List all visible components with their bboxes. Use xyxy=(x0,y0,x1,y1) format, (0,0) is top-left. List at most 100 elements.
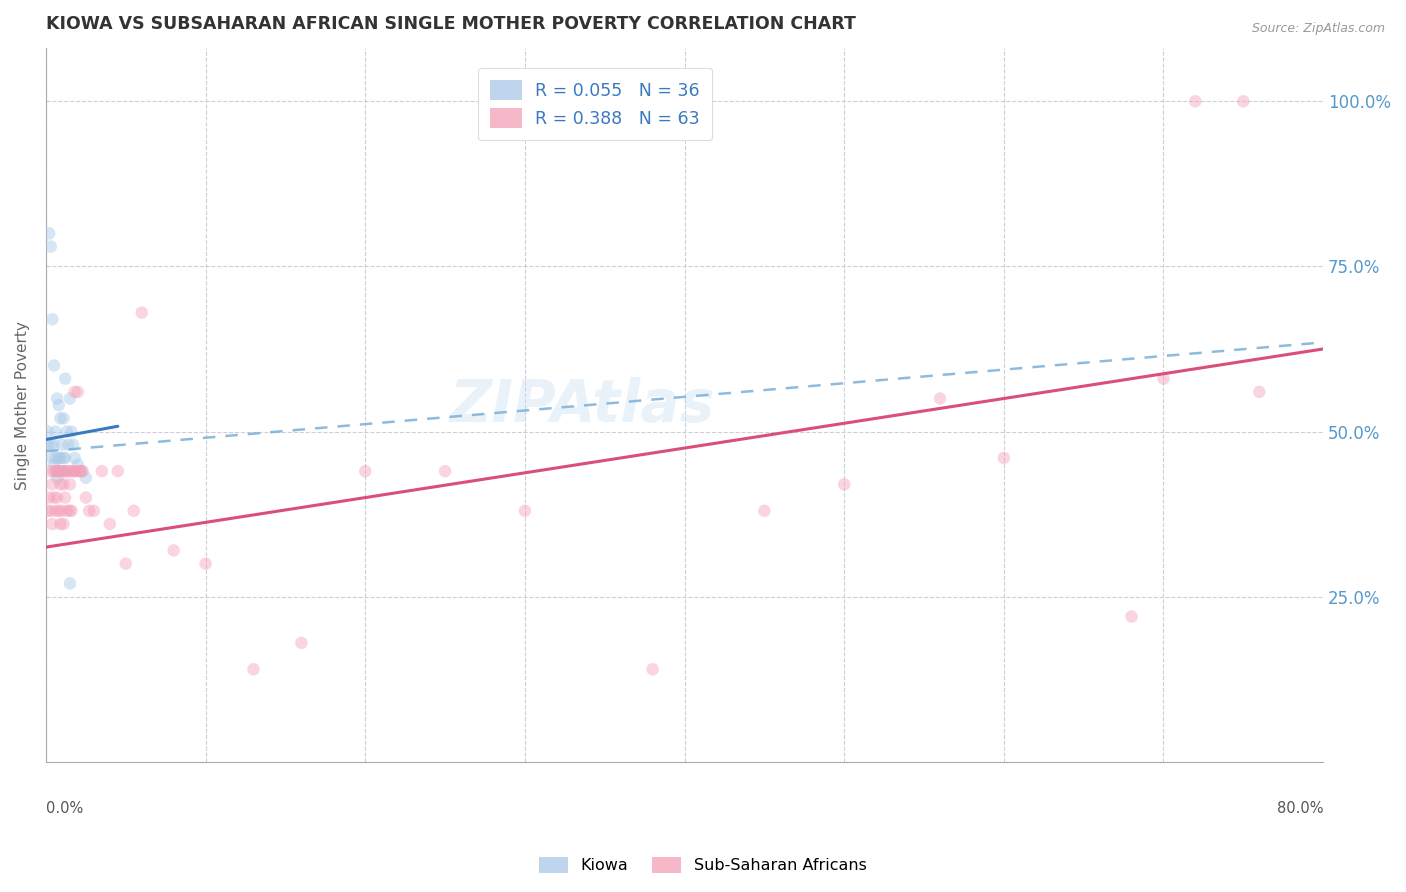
Point xyxy=(62,438,84,452)
Point xyxy=(46,471,69,485)
Point xyxy=(49,450,72,465)
Point xyxy=(69,464,91,478)
Text: ZIPAtlas: ZIPAtlas xyxy=(450,376,716,434)
Point xyxy=(55,464,77,478)
Point xyxy=(72,464,94,478)
Point xyxy=(46,392,69,406)
Point xyxy=(52,411,75,425)
Point xyxy=(993,450,1015,465)
Point xyxy=(51,464,73,478)
Point xyxy=(63,464,86,478)
Point xyxy=(46,464,69,478)
Point xyxy=(929,392,952,406)
Point xyxy=(53,372,76,386)
Point xyxy=(45,464,67,478)
Point xyxy=(62,464,84,478)
Point xyxy=(290,636,312,650)
Point xyxy=(39,464,62,478)
Point xyxy=(42,464,65,478)
Point xyxy=(70,464,93,478)
Point xyxy=(45,450,67,465)
Point xyxy=(38,491,60,505)
Point xyxy=(48,504,70,518)
Point xyxy=(42,491,65,505)
Point xyxy=(51,438,73,452)
Point xyxy=(48,450,70,465)
Point xyxy=(163,543,186,558)
Point xyxy=(66,384,89,399)
Point xyxy=(75,491,97,505)
Point xyxy=(58,464,80,478)
Point xyxy=(1121,609,1143,624)
Point xyxy=(122,504,145,518)
Point xyxy=(48,464,70,478)
Point xyxy=(434,464,457,478)
Text: 80.0%: 80.0% xyxy=(1277,801,1323,816)
Point xyxy=(53,450,76,465)
Text: KIOWA VS SUBSAHARAN AFRICAN SINGLE MOTHER POVERTY CORRELATION CHART: KIOWA VS SUBSAHARAN AFRICAN SINGLE MOTHE… xyxy=(46,15,856,33)
Point xyxy=(75,471,97,485)
Point xyxy=(1249,384,1271,399)
Legend: R = 0.055   N = 36, R = 0.388   N = 63: R = 0.055 N = 36, R = 0.388 N = 63 xyxy=(478,68,713,140)
Point xyxy=(49,411,72,425)
Point xyxy=(55,425,77,439)
Point xyxy=(59,392,82,406)
Point xyxy=(42,458,65,472)
Point xyxy=(58,438,80,452)
Text: Source: ZipAtlas.com: Source: ZipAtlas.com xyxy=(1251,22,1385,36)
Point xyxy=(114,557,136,571)
Point xyxy=(1153,372,1175,386)
Point xyxy=(77,504,100,518)
Point xyxy=(46,491,69,505)
Point xyxy=(55,504,77,518)
Point xyxy=(60,504,83,518)
Point xyxy=(37,504,59,518)
Point xyxy=(41,450,63,465)
Point xyxy=(194,557,217,571)
Point xyxy=(53,464,76,478)
Point xyxy=(832,477,855,491)
Point xyxy=(42,438,65,452)
Point xyxy=(242,662,264,676)
Point xyxy=(51,464,73,478)
Point xyxy=(53,491,76,505)
Point xyxy=(52,450,75,465)
Point xyxy=(63,384,86,399)
Point xyxy=(45,425,67,439)
Point xyxy=(52,477,75,491)
Point xyxy=(70,464,93,478)
Point xyxy=(39,239,62,253)
Point xyxy=(37,425,59,439)
Point xyxy=(48,398,70,412)
Text: 0.0%: 0.0% xyxy=(46,801,83,816)
Point xyxy=(52,516,75,531)
Point xyxy=(48,464,70,478)
Point xyxy=(42,359,65,373)
Point xyxy=(45,504,67,518)
Point xyxy=(1184,95,1206,109)
Point xyxy=(41,516,63,531)
Point xyxy=(41,312,63,326)
Point xyxy=(513,504,536,518)
Point xyxy=(83,504,105,518)
Point xyxy=(63,450,86,465)
Point xyxy=(66,458,89,472)
Point xyxy=(90,464,112,478)
Legend: Kiowa, Sub-Saharan Africans: Kiowa, Sub-Saharan Africans xyxy=(533,850,873,880)
Point xyxy=(60,464,83,478)
Point xyxy=(41,477,63,491)
Point xyxy=(107,464,129,478)
Point xyxy=(641,662,664,676)
Point xyxy=(754,504,776,518)
Point xyxy=(53,464,76,478)
Point xyxy=(59,477,82,491)
Point xyxy=(49,477,72,491)
Point xyxy=(38,227,60,241)
Point xyxy=(1232,95,1254,109)
Point xyxy=(49,516,72,531)
Point xyxy=(37,438,59,452)
Point xyxy=(131,305,153,319)
Point xyxy=(59,576,82,591)
Point xyxy=(39,438,62,452)
Point xyxy=(51,504,73,518)
